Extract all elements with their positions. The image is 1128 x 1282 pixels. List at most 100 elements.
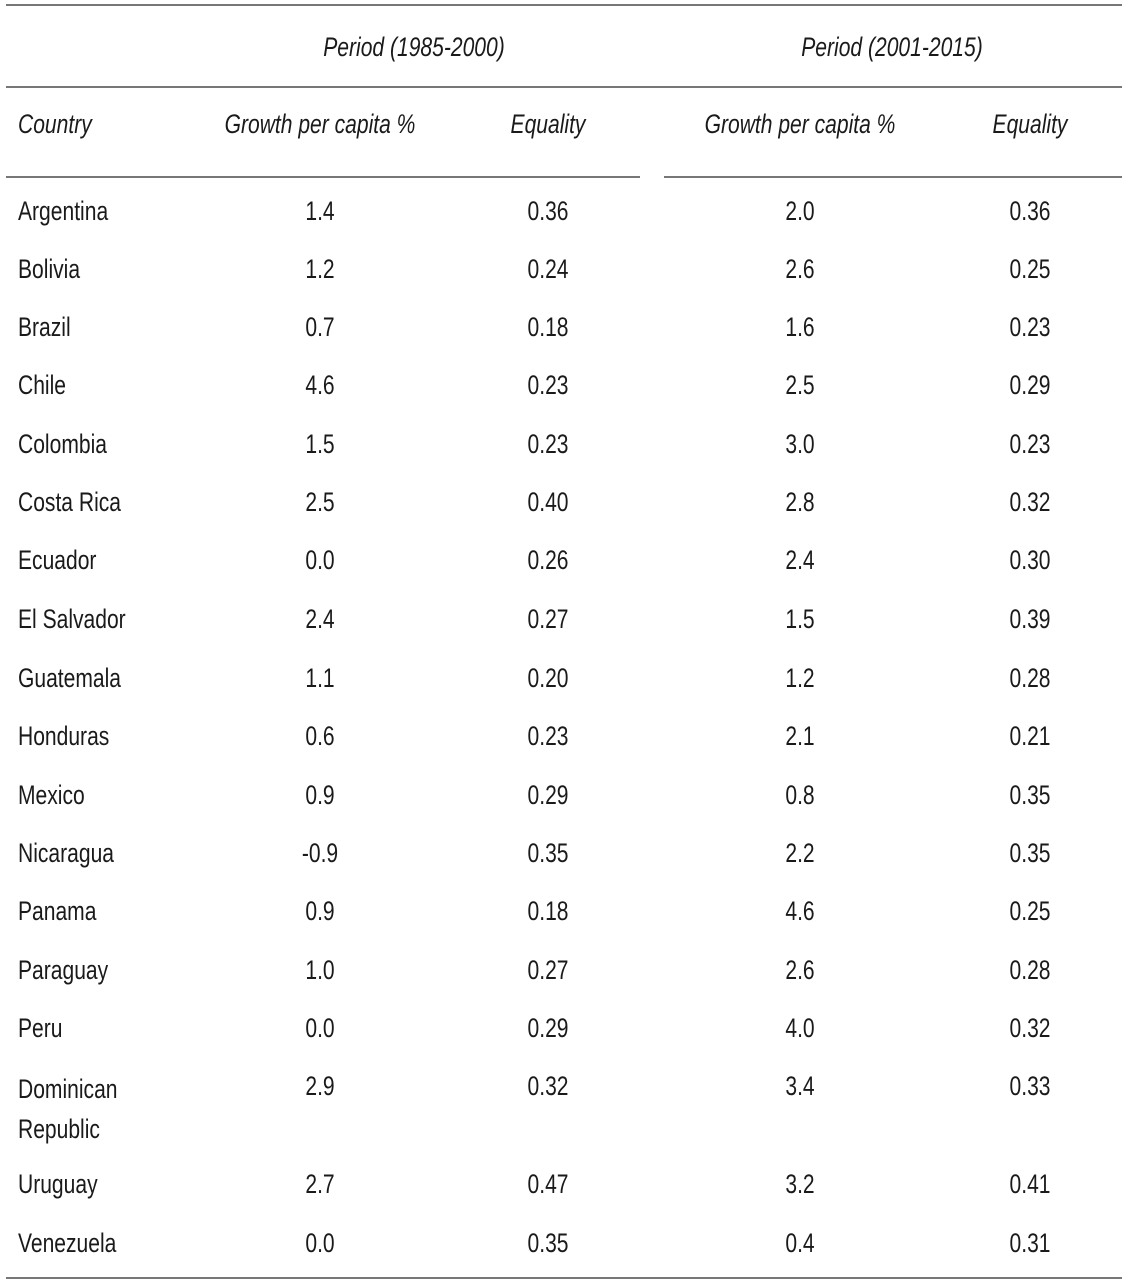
growth-1985-2000-cell: 0.0: [305, 1228, 335, 1258]
growth-1985-2000-cell: 4.6: [305, 370, 335, 400]
equality-1985-2000-cell: 0.29: [527, 1013, 569, 1043]
period-header-1985-2000: Period (1985-2000): [323, 32, 505, 62]
country-cell: Panama: [18, 896, 97, 926]
growth-2001-2015-cell: 0.8: [785, 780, 815, 810]
period-header-2001-2015: Period (2001-2015): [801, 32, 983, 62]
table-row: Honduras 0.6 0.23 2.1 0.21: [0, 719, 1128, 753]
growth-1985-2000-cell: 1.0: [305, 955, 335, 985]
country-cell: Venezuela: [18, 1228, 117, 1258]
growth-1985-2000-cell: 0.6: [305, 721, 335, 751]
equality-1985-2000-cell: 0.29: [527, 780, 569, 810]
equality-1985-2000-cell: 0.40: [527, 487, 569, 517]
growth-2001-2015-cell: 4.6: [785, 896, 815, 926]
table-row: Paraguay 1.0 0.27 2.6 0.28: [0, 953, 1128, 987]
table-row: Guatemala 1.1 0.20 1.2 0.28: [0, 661, 1128, 695]
country-cell: Honduras: [18, 721, 110, 751]
growth-1985-2000-cell: 2.5: [305, 487, 335, 517]
country-cell: Argentina: [18, 196, 109, 226]
growth-1985-2000-cell: 1.5: [305, 429, 335, 459]
country-cell: Colombia: [18, 429, 107, 459]
table-row: Mexico 0.9 0.29 0.8 0.35: [0, 778, 1128, 812]
equality-1985-2000-cell: 0.35: [527, 838, 569, 868]
equality-1985-2000-cell: 0.24: [527, 254, 569, 284]
equality-1985-2000-cell: 0.18: [527, 312, 569, 342]
country-cell: Peru: [18, 1013, 63, 1043]
growth-2001-2015-cell: 2.0: [785, 196, 815, 226]
table-row: Bolivia 1.2 0.24 2.6 0.25: [0, 252, 1128, 286]
country-cell: Mexico: [18, 780, 85, 810]
equality-1985-2000-cell: 0.36: [527, 196, 569, 226]
equality-2001-2015-cell: 0.29: [1009, 370, 1051, 400]
equality-2001-2015-cell: 0.25: [1009, 896, 1051, 926]
country-cell: Chile: [18, 370, 66, 400]
equality-2001-2015-cell: 0.39: [1009, 604, 1051, 634]
country-cell: Brazil: [18, 312, 71, 342]
equality-1985-2000-cell: 0.23: [527, 429, 569, 459]
equality-1985-2000-cell: 0.23: [527, 370, 569, 400]
table-row: Uruguay 2.7 0.47 3.2 0.41: [0, 1167, 1128, 1201]
country-cell: Costa Rica: [18, 487, 121, 517]
country-cell: Bolivia: [18, 254, 81, 284]
growth-2001-2015-cell: 2.6: [785, 955, 815, 985]
growth-1985-2000-cell: 0.9: [305, 780, 335, 810]
growth-1985-2000-cell: 0.0: [305, 1013, 335, 1043]
growth-2001-2015-cell: 2.1: [785, 721, 815, 751]
equality-2001-2015-cell: 0.21: [1009, 721, 1051, 751]
period-1-underline: [6, 176, 640, 178]
growth-2001-2015-cell: 2.2: [785, 838, 815, 868]
growth-1985-2000-cell: 0.7: [305, 312, 335, 342]
column-header-country: Country: [18, 109, 92, 139]
growth-1985-2000-cell: 2.7: [305, 1169, 335, 1199]
growth-2001-2015-cell: 1.2: [785, 663, 815, 693]
growth-2001-2015-cell: 1.6: [785, 312, 815, 342]
growth-1985-2000-cell: 1.4: [305, 196, 335, 226]
column-header-growth-2: Growth per capita %: [704, 109, 896, 139]
equality-2001-2015-cell: 0.35: [1009, 780, 1051, 810]
equality-2001-2015-cell: 0.32: [1009, 1013, 1051, 1043]
equality-1985-2000-cell: 0.26: [527, 545, 569, 575]
country-cell: Paraguay: [18, 955, 109, 985]
growth-1985-2000-cell: -0.9: [301, 838, 339, 868]
growth-2001-2015-cell: 2.6: [785, 254, 815, 284]
equality-1985-2000-cell: 0.32: [527, 1071, 569, 1101]
table-row: Ecuador 0.0 0.26 2.4 0.30: [0, 543, 1128, 577]
table-row: Nicaragua -0.9 0.35 2.2 0.35: [0, 836, 1128, 870]
growth-2001-2015-cell: 2.4: [785, 545, 815, 575]
column-header-equality-2: Equality: [992, 109, 1068, 139]
growth-1985-2000-cell: 0.9: [305, 896, 335, 926]
table-row: Argentina 1.4 0.36 2.0 0.36: [0, 194, 1128, 228]
equality-2001-2015-cell: 0.36: [1009, 196, 1051, 226]
table-row: Venezuela 0.0 0.35 0.4 0.31: [0, 1226, 1128, 1260]
country-cell: Uruguay: [18, 1169, 98, 1199]
table-row: Panama 0.9 0.18 4.6 0.25: [0, 894, 1128, 928]
country-cell: Guatemala: [18, 663, 122, 693]
growth-1985-2000-cell: 2.9: [305, 1071, 335, 1101]
table-row: Brazil 0.7 0.18 1.6 0.23: [0, 310, 1128, 344]
growth-2001-2015-cell: 3.4: [785, 1071, 815, 1101]
column-header-growth-1: Growth per capita %: [224, 109, 416, 139]
table-row: Chile 4.6 0.23 2.5 0.29: [0, 368, 1128, 402]
growth-1985-2000-cell: 0.0: [305, 545, 335, 575]
equality-2001-2015-cell: 0.30: [1009, 545, 1051, 575]
growth-2001-2015-cell: 0.4: [785, 1228, 815, 1258]
table-bottom-rule: [6, 1277, 1122, 1279]
growth-2001-2015-cell: 2.5: [785, 370, 815, 400]
country-cell: El Salvador: [18, 604, 126, 634]
equality-1985-2000-cell: 0.20: [527, 663, 569, 693]
equality-2001-2015-cell: 0.33: [1009, 1071, 1051, 1101]
equality-1985-2000-cell: 0.47: [527, 1169, 569, 1199]
equality-2001-2015-cell: 0.41: [1009, 1169, 1051, 1199]
table-row: Dominican Republic 2.9 0.32 3.4 0.33: [0, 1069, 1128, 1144]
equality-1985-2000-cell: 0.27: [527, 604, 569, 634]
equality-2001-2015-cell: 0.28: [1009, 955, 1051, 985]
equality-2001-2015-cell: 0.35: [1009, 838, 1051, 868]
equality-2001-2015-cell: 0.23: [1009, 312, 1051, 342]
period-2-underline: [664, 176, 1122, 178]
equality-2001-2015-cell: 0.31: [1009, 1228, 1051, 1258]
country-cell: Nicaragua: [18, 838, 115, 868]
growth-1985-2000-cell: 2.4: [305, 604, 335, 634]
equality-1985-2000-cell: 0.18: [527, 896, 569, 926]
growth-2001-2015-cell: 4.0: [785, 1013, 815, 1043]
growth-1985-2000-cell: 1.1: [305, 663, 335, 693]
